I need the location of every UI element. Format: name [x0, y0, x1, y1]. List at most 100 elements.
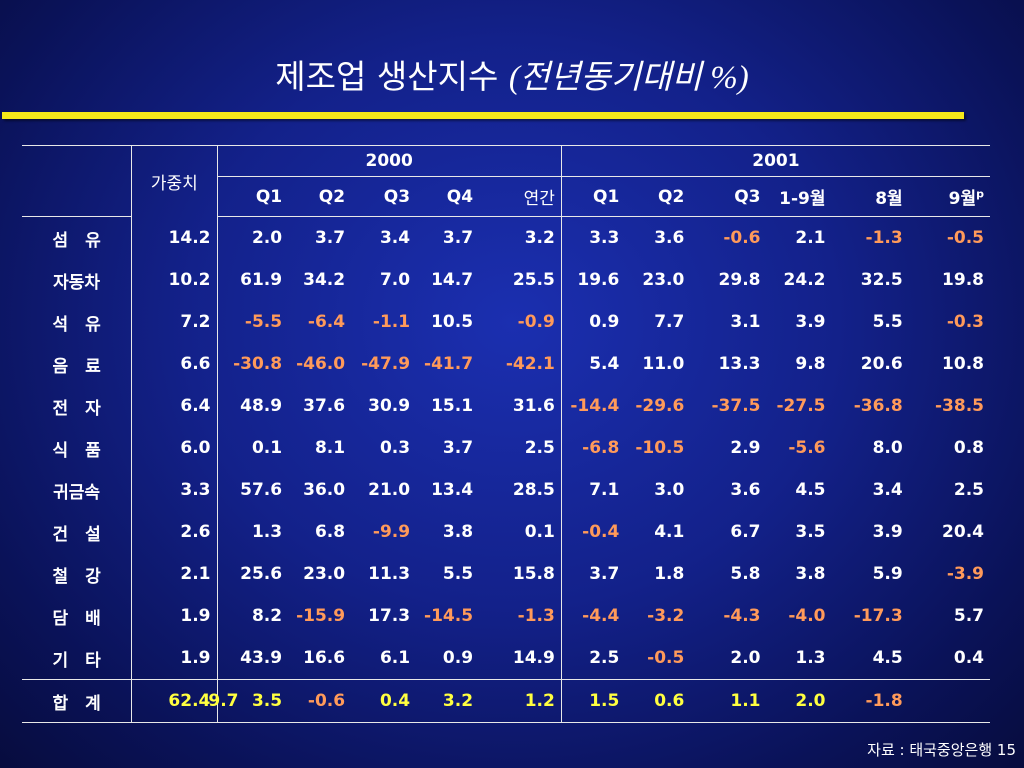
col-header: Q1: [216, 176, 289, 217]
value-cell: 32.5: [860, 270, 903, 290]
value-cell: 19.8: [942, 270, 984, 290]
page-title: 제조업 생산지수 (전년동기대비 %): [0, 50, 1024, 98]
value-cell: 5.4: [560, 343, 626, 385]
table-row: 섬 유 14.2 2.0 3.7 3.4 3.7 3.2 3.3 3.6 -0.6 2.1 -1.3 -…: [22, 216, 990, 259]
col-header: Q2: [625, 176, 691, 217]
table-row: 철 강 2.1 25.6 23.0 11.3 5.5 15.8 3.7 1.8 5.8 3.8 5.9…: [22, 553, 990, 595]
value-cell: 10.8: [942, 354, 984, 374]
total-cell: -0.6: [288, 679, 352, 723]
value-cell: 25.5: [512, 270, 555, 290]
total-cell: 2.0: [766, 679, 832, 723]
year-2000-header: 2000: [216, 145, 562, 177]
value-cell: -36.8: [853, 396, 903, 416]
value-cell: 23.0: [642, 270, 685, 290]
title-unit: (전년동기대비 %): [508, 60, 749, 96]
weight-cell: 1.9: [131, 637, 217, 680]
weight-cell: 2.1: [131, 553, 217, 595]
row-label: 건 설: [52, 524, 101, 545]
value-cell: -4.3: [723, 606, 761, 626]
weight-cell: 2.6: [131, 511, 217, 553]
header-row-periods: Q1 Q2 Q3 Q4 연간 Q1 Q2 Q3 1-9월 8월 9월p: [22, 176, 990, 217]
value-cell: -6.8: [560, 427, 626, 469]
value-cell: 6.7: [730, 522, 761, 542]
value-cell: -14.5: [424, 606, 474, 626]
value-cell: 3.4: [872, 480, 903, 500]
row-label: 음 료: [52, 356, 101, 377]
total-cell: 1.5: [560, 679, 626, 723]
value-cell: -0.3: [946, 312, 984, 332]
weight-cell: 6.4: [131, 385, 217, 427]
value-cell: 2.0: [216, 216, 289, 259]
value-cell: 3.9: [872, 522, 903, 542]
value-cell: 5.5: [872, 312, 903, 332]
value-cell: 0.9: [560, 301, 626, 343]
header-row-years: 가중치 2000 2001: [22, 145, 990, 217]
value-cell: 7.0: [379, 270, 411, 290]
value-cell: 29.8: [718, 270, 761, 290]
value-cell: 37.6: [303, 396, 346, 416]
value-cell: 0.3: [379, 438, 411, 458]
value-cell: 1.3: [795, 648, 826, 668]
value-cell: 6.1: [379, 648, 411, 668]
total-cell: 1.2: [479, 679, 562, 723]
value-cell: -9.9: [372, 522, 411, 542]
total-weight: 62.49.7: [131, 679, 239, 723]
col-header-last: 9월p: [908, 176, 990, 217]
value-cell: 15.1: [431, 396, 474, 416]
value-cell: -29.6: [635, 396, 685, 416]
value-cell: -10.5: [635, 438, 685, 458]
value-cell: -0.6: [723, 228, 761, 248]
value-cell: 17.3: [368, 606, 411, 626]
table-row: 음 료 6.6 -30.8 -46.0 -47.9 -41.7 -42.1 5.4 11.0 13…: [22, 343, 990, 385]
value-cell: -4.0: [788, 606, 826, 626]
value-cell: 2.0: [730, 648, 761, 668]
col-header: Q3: [351, 176, 417, 217]
value-cell: 16.6: [303, 648, 346, 668]
value-cell: -14.4: [560, 385, 626, 427]
value-cell: 25.6: [216, 553, 289, 595]
value-cell: 6.8: [314, 522, 346, 542]
value-cell: 0.9: [442, 648, 474, 668]
value-cell: 3.2: [524, 228, 555, 248]
value-cell: 8.2: [216, 595, 289, 637]
value-cell: 4.5: [872, 648, 903, 668]
value-cell: 0.1: [216, 427, 289, 469]
value-cell: 0.4: [953, 648, 984, 668]
value-cell: 9.8: [795, 354, 826, 374]
value-cell: -38.5: [935, 396, 984, 416]
row-label: 철 강: [52, 566, 101, 587]
value-cell: 10.5: [431, 312, 474, 332]
weight-cell: 7.2: [131, 301, 217, 343]
table-row: 석 유 7.2 -5.5 -6.4 -1.1 10.5 -0.9 0.9 7.7 3.1 3.9 5.…: [22, 301, 990, 343]
value-cell: 14.9: [512, 648, 555, 668]
total-cell: 0.4: [351, 679, 417, 723]
value-cell: -3.2: [647, 606, 685, 626]
value-cell: 8.1: [314, 438, 346, 458]
value-cell: -30.8: [216, 343, 289, 385]
value-cell: 21.0: [368, 480, 411, 500]
total-cell: 3.5: [216, 679, 289, 723]
value-cell: 4.1: [654, 522, 685, 542]
row-label: 식 품: [52, 440, 101, 461]
table-row: 식 품 6.0 0.1 8.1 0.3 3.7 2.5 -6.8 -10.5 2.9 -5.6 8.0…: [22, 427, 990, 469]
value-cell: -42.1: [505, 354, 555, 374]
total-row: 합 계 62.49.7 3.5 -0.6 0.4 3.2 1.2 1.5 0.6…: [22, 679, 990, 723]
table-body: 섬 유 14.2 2.0 3.7 3.4 3.7 3.2 3.3 3.6 -0.6 2.1 -1.3-…: [22, 216, 990, 680]
value-cell: 43.9: [216, 637, 289, 680]
total-label: 합 계: [22, 679, 132, 723]
total-cell: 3.2: [416, 679, 480, 723]
value-cell: 34.2: [303, 270, 346, 290]
value-cell: 23.0: [303, 564, 346, 584]
value-cell: 3.9: [795, 312, 826, 332]
value-cell: 0.8: [953, 438, 984, 458]
weight-header: 가중치: [131, 145, 217, 217]
preliminary-mark: p: [976, 187, 984, 201]
source-footer: 자료 : 태국중앙은행 15: [867, 741, 1016, 759]
value-cell: 24.2: [783, 270, 826, 290]
row-label: 석 유: [52, 314, 101, 335]
value-cell: 30.9: [368, 396, 411, 416]
value-cell: 3.7: [442, 228, 474, 248]
value-cell: -3.9: [946, 564, 984, 584]
value-cell: -5.6: [788, 438, 826, 458]
col-header: Q2: [288, 176, 352, 217]
